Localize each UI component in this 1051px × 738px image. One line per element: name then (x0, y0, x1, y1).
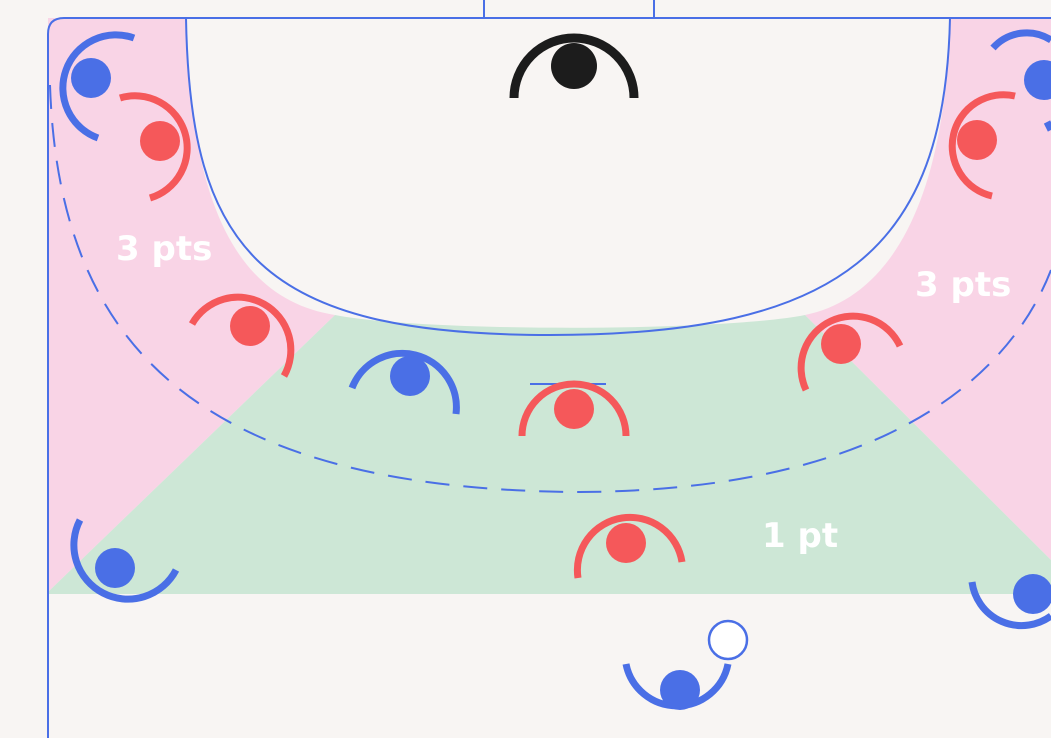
zone-label-right-three-pts: 3 pts (915, 265, 1011, 305)
goal (483, 0, 655, 18)
zone-label-left-three-pts: 3 pts (116, 229, 212, 269)
blue-player-center (348, 349, 460, 415)
blue-player-left-corner (70, 518, 180, 603)
goal-area-line (185, 17, 951, 337)
red-player-left-back (188, 293, 295, 378)
free-throw-line (49, 84, 1051, 494)
red-player-right-back (797, 312, 904, 392)
blue-player-with-ball (622, 663, 732, 710)
red-player-left-wing (118, 92, 191, 202)
court-boundary (47, 17, 1051, 738)
three-point-zone-left (48, 18, 335, 592)
blue-player-right-corner (968, 574, 1051, 629)
blue-player-left-wing (59, 31, 136, 142)
goalkeeper-player (509, 33, 639, 99)
red-player-right-wing (948, 91, 1016, 200)
ball (707, 619, 749, 661)
red-player-bottom-center (573, 513, 686, 579)
zone-label-center-one-pt: 1 pt (762, 516, 838, 556)
blue-player-right-wing (990, 29, 1051, 132)
red-player-center (518, 380, 630, 437)
